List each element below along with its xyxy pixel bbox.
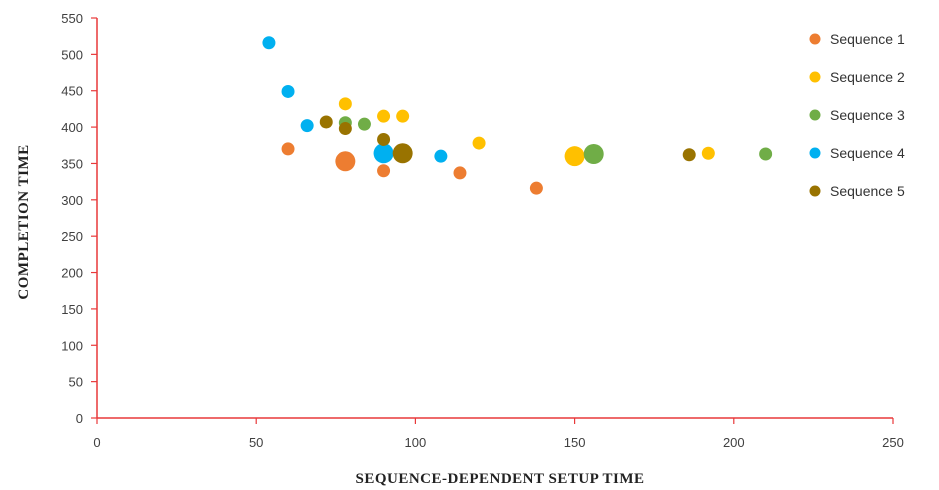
point-sequence-1 [281,142,295,156]
point-sequence-4 [262,36,276,50]
point-sequence-1 [453,166,467,180]
point-sequence-3 [583,144,604,164]
legend-marker [809,33,821,45]
point-sequence-4 [300,119,314,133]
legend-marker [809,147,821,159]
point-sequence-4 [434,149,448,163]
y-axis-title: COMPLETION TIME [16,144,32,299]
y-tick-label: 50 [69,375,83,390]
legend-marker [809,71,821,83]
x-axis-title: SEQUENCE-DEPENDENT SETUP TIME [355,471,644,487]
legend-label: Sequence 1 [830,31,905,47]
legend-marker [809,185,821,197]
x-tick-label: 250 [882,435,904,450]
point-sequence-5 [682,148,696,162]
x-tick-label: 200 [723,435,745,450]
y-tick-label: 150 [61,302,83,317]
x-tick-label: 150 [564,435,586,450]
legend: Sequence 1 Sequence 2 Sequence 3 Sequence 4… [809,31,905,199]
y-tick-label: 300 [61,193,83,208]
y-axis-ticks: 0 50 100 150 200 250 300 350 400 450 500 550 [61,11,97,426]
point-sequence-2 [338,97,352,111]
y-tick-label: 100 [61,338,83,353]
point-sequence-1 [377,164,391,178]
point-sequence-1 [529,181,543,195]
point-sequence-5 [319,115,333,129]
point-sequence-2 [396,109,410,123]
point-sequence-5 [377,132,391,146]
point-sequence-4 [281,84,295,98]
legend-label: Sequence 4 [830,145,905,161]
point-sequence-3 [759,147,773,161]
data-points [262,36,773,195]
point-sequence-2 [564,146,585,167]
legend-label: Sequence 3 [830,107,905,123]
point-sequence-3 [357,117,371,131]
y-tick-label: 550 [61,11,83,26]
point-sequence-5 [338,122,352,136]
legend-label: Sequence 5 [830,183,905,199]
x-tick-label: 0 [93,435,100,450]
y-tick-label: 400 [61,120,83,135]
y-tick-label: 0 [76,411,83,426]
y-tick-label: 200 [61,266,83,281]
y-tick-label: 350 [61,156,83,171]
y-tick-label: 500 [61,47,83,62]
point-sequence-2 [377,109,391,123]
legend-marker [809,109,821,121]
point-sequence-2 [472,136,486,150]
x-tick-label: 50 [249,435,263,450]
point-sequence-5 [392,143,413,164]
point-sequence-1 [335,151,356,172]
point-sequence-4 [373,143,394,164]
y-tick-label: 450 [61,84,83,99]
x-tick-label: 100 [405,435,427,450]
legend-label: Sequence 2 [830,69,905,85]
point-sequence-2 [701,146,715,160]
x-axis-ticks: 0 50 100 150 200 250 [93,418,904,450]
y-tick-label: 250 [61,229,83,244]
